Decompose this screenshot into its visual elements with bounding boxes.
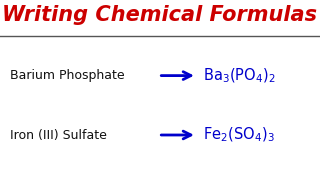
Text: Iron (III) Sulfate: Iron (III) Sulfate — [10, 129, 107, 141]
Text: Barium Phosphate: Barium Phosphate — [10, 69, 124, 82]
Text: $\mathrm{Ba_3(PO_4)_2}$: $\mathrm{Ba_3(PO_4)_2}$ — [203, 66, 276, 85]
Text: $\mathrm{Fe_2(SO_4)_3}$: $\mathrm{Fe_2(SO_4)_3}$ — [203, 126, 275, 144]
Text: Writing Chemical Formulas: Writing Chemical Formulas — [3, 5, 317, 25]
